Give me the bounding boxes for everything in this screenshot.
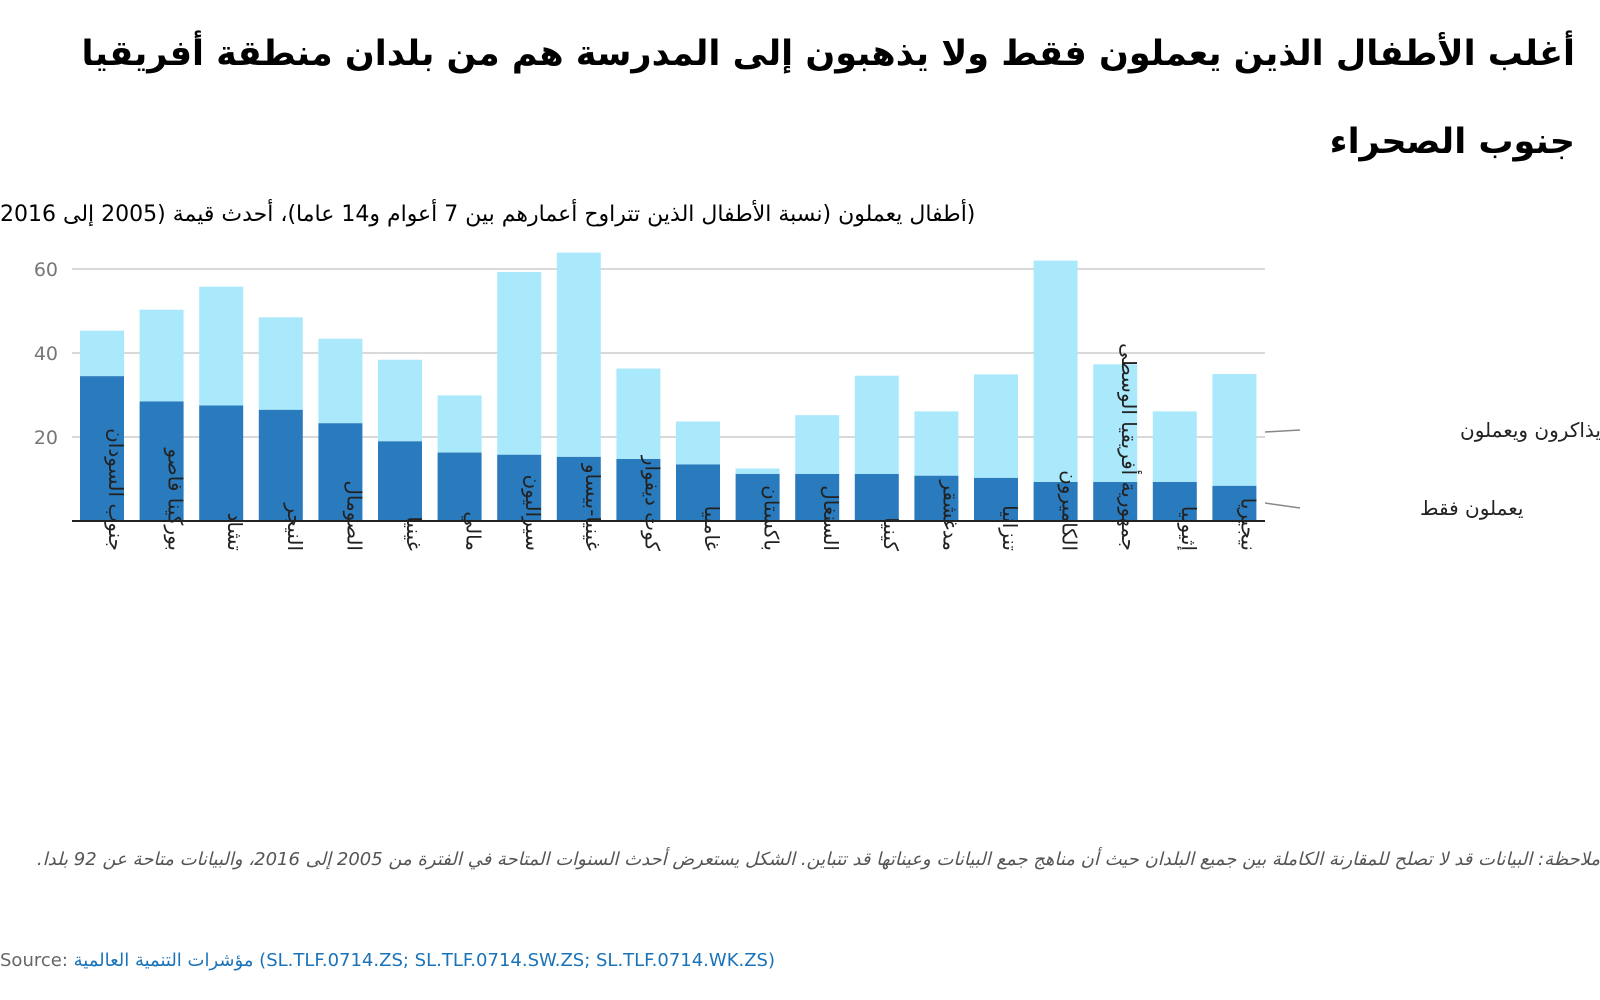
- legend-label-work-only: يعملون فقط: [1420, 496, 1523, 520]
- x-tick-label: كينيا: [879, 517, 903, 551]
- bar-work-only: [378, 441, 422, 521]
- x-tick-label: غينيا: [402, 516, 426, 551]
- x-tick-label: الصومال: [342, 480, 366, 551]
- x-tick-label: الكاميرون: [1058, 470, 1082, 551]
- bar-study-and-work: [1033, 260, 1078, 482]
- bar-study-and-work: [914, 411, 959, 476]
- bar-study-and-work: [80, 330, 124, 377]
- bars: [80, 252, 1257, 521]
- bar-work-only: [556, 456, 601, 521]
- x-tick-label: تنزانيا: [998, 505, 1022, 551]
- bar-study-and-work: [199, 286, 244, 406]
- bar-work-only: [616, 458, 661, 521]
- chart-title: أغلب الأطفال الذين يعملون فقط ولا يذهبون…: [81, 34, 1575, 162]
- bar-work-only: [199, 405, 244, 521]
- x-axis-labels: جنوب السودان بوركينا فاصو تشاد النيجر الصوما…: [104, 343, 1260, 551]
- bar-work-only: [974, 477, 1018, 521]
- bar-work-only: [1152, 481, 1197, 521]
- legend: يذاكرون ويعملون يعملون فقط: [1264, 418, 1600, 520]
- bar-study-and-work: [1212, 374, 1257, 486]
- bar-work-only: [437, 452, 482, 521]
- x-tick-label: مالي: [461, 511, 486, 551]
- x-tick-label: جنوب السودان: [104, 428, 128, 551]
- bar-work-only: [497, 454, 542, 521]
- legend-line-study-work: [1264, 429, 1301, 433]
- y-tick-label: 40: [34, 343, 58, 365]
- chart-note: ملاحظة: البيانات قد لا تصلح للمقارنة الك…: [36, 849, 1600, 870]
- bar-study-and-work: [974, 374, 1018, 478]
- bar-study-and-work: [795, 415, 840, 474]
- x-tick-label: جمهورية أفريقيا الوسطى: [1117, 343, 1142, 551]
- x-tick-label: السنغال: [819, 485, 843, 551]
- x-tick-label: بوركينا فاصو: [164, 447, 188, 551]
- bar-study-and-work: [497, 271, 542, 455]
- bar-study-and-work: [139, 309, 184, 402]
- legend-label-study-work: يذاكرون ويعملون: [1460, 418, 1600, 442]
- source-link[interactable]: مؤشرات التنمية العالمية (SL.TLF.0714.ZS;…: [74, 950, 775, 971]
- source-label: Source:: [0, 950, 68, 971]
- source-name: مؤشرات التنمية العالمية: [73, 950, 254, 971]
- bar-work-only: [1033, 481, 1078, 521]
- legend-line-work-only: [1264, 502, 1301, 509]
- source-line: Source: مؤشرات التنمية العالمية (SL.TLF.…: [0, 950, 775, 971]
- bar-study-and-work: [854, 375, 899, 474]
- x-tick-label: كوت ديفوار: [640, 455, 664, 552]
- x-tick-label: نيجيريا: [1236, 498, 1260, 551]
- stacked-bar-chart: 20 40 60 جنوب السودان بوركينا فاصو تشاد النيج…: [34, 252, 1600, 551]
- x-tick-label: غامبيا: [700, 506, 724, 551]
- x-tick-label: تشاد: [223, 513, 247, 551]
- bar-study-and-work: [1152, 411, 1197, 482]
- bar-study-and-work: [735, 468, 780, 474]
- bar-work-only: [258, 409, 303, 521]
- bar-work-only: [80, 376, 124, 521]
- x-tick-label: باكستان: [760, 485, 784, 551]
- gridlines: [72, 268, 1265, 438]
- bar-work-only: [735, 473, 780, 521]
- bar-work-only: [1093, 481, 1138, 521]
- bar-work-only: [139, 401, 184, 521]
- bar-work-only: [914, 475, 959, 521]
- bar-work-only: [854, 473, 899, 521]
- bar-work-only: [318, 423, 363, 521]
- bar-study-and-work: [616, 368, 661, 459]
- bar-study-and-work: [556, 252, 601, 457]
- bar-study-and-work: [258, 317, 303, 410]
- chart-subtitle: (أطفال يعملون (نسبة الأطفال الذين تتراوح…: [0, 202, 976, 227]
- bar-work-only: [676, 464, 720, 521]
- y-axis-ticks: 20 40 60: [34, 259, 58, 449]
- x-tick-label: سيراليون: [521, 474, 545, 551]
- x-tick-label: مدغشقر: [938, 479, 962, 551]
- bar-work-only: [1212, 485, 1257, 521]
- x-tick-label: النيجر: [283, 502, 307, 551]
- x-tick-label: إثيوبيا: [1176, 506, 1201, 551]
- bar-study-and-work: [318, 338, 363, 424]
- x-tick-label: غينيا-بيساو: [581, 463, 605, 551]
- bar-work-only: [795, 473, 840, 521]
- bar-study-and-work: [676, 421, 720, 465]
- bar-study-and-work: [1093, 364, 1138, 482]
- y-tick-label: 60: [34, 259, 58, 281]
- bar-study-and-work: [437, 395, 482, 453]
- source-codes: (SL.TLF.0714.ZS; SL.TLF.0714.SW.ZS; SL.T…: [259, 950, 776, 971]
- y-tick-label: 20: [34, 427, 58, 449]
- bar-study-and-work: [378, 359, 422, 442]
